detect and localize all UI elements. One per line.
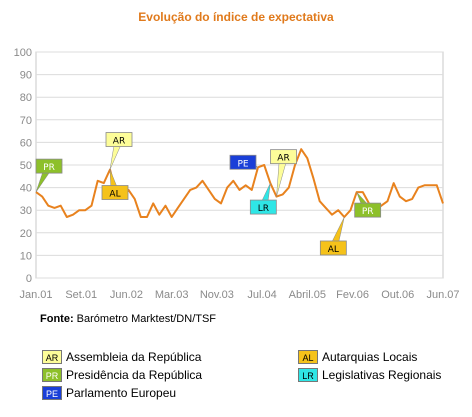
event-marker-pr [35, 158, 63, 174]
x-tick-label: Jun.07 [426, 289, 459, 300]
y-tick-label: 40 [20, 183, 32, 195]
y-tick-label: 90 [20, 70, 32, 82]
legend-swatch-al: AL [298, 349, 318, 364]
event-label-al: AL [109, 190, 120, 200]
x-tick-label: Fev.06 [336, 289, 369, 300]
legend-label-al: Autarquias Locais [322, 349, 418, 364]
y-tick-label: 50 [20, 160, 32, 172]
y-tick-label: 0 [26, 273, 32, 285]
legend-label-pe: Parlamento Europeu [66, 385, 177, 400]
line-chart: 0 10 20 30 40 50 60 70 80 90 100 Jan.01 Set.01 Jun.02… [14, 47, 460, 300]
y-tick-label: 70 [20, 115, 32, 127]
event-marker-pr [354, 202, 382, 218]
source-text: Barómetro Marktest/DN/TSF [76, 313, 217, 325]
event-label-pr: PR [362, 207, 374, 217]
event-label-lr: LR [258, 204, 269, 214]
event-marker-ar [270, 149, 297, 165]
legend-item-pr: PR Presidência da República [42, 367, 202, 383]
legend-item-pe: PE Parlamento Europeu [42, 385, 176, 401]
x-tick-label: Mar.03 [155, 289, 189, 300]
chart-title: Evolução do índice de expectativa [138, 10, 334, 24]
legend-swatch-lr: LR [298, 367, 318, 382]
x-tick-label: Jun.02 [110, 289, 143, 300]
event-marker-al [319, 240, 347, 256]
legend-item-lr: LR Legislativas Regionais [298, 367, 441, 383]
x-tick-label: Abril.05 [289, 289, 326, 300]
legend-label-ar: Assembleia da República [66, 349, 202, 364]
x-tick-label: Nov.03 [200, 289, 234, 300]
x-tick-label: Jan.01 [19, 289, 52, 300]
event-label-ar: AR [113, 137, 125, 147]
x-tick-label: Set.01 [65, 289, 97, 300]
event-marker-ar [105, 132, 133, 147]
x-tick-label: Jul.04 [247, 289, 276, 300]
event-label-al: AL [328, 245, 339, 255]
event-marker-pe [229, 154, 257, 170]
legend-item-al: AL Autarquias Locais [298, 349, 417, 365]
event-label-ar: AR [277, 154, 289, 164]
y-tick-label: 100 [14, 47, 32, 59]
legend-swatch-ar: AR [42, 349, 62, 364]
y-tick-label: 80 [20, 92, 32, 104]
event-marker-al [101, 185, 129, 200]
event-label-pe: PE [237, 159, 248, 169]
event-marker-lr [249, 199, 277, 215]
y-tick-label: 30 [20, 205, 32, 217]
y-tick-label: 10 [20, 250, 32, 262]
y-tick-label: 20 [20, 228, 32, 240]
event-label-pr: PR [43, 163, 55, 173]
source-note: Fonte: Barómetro Marktest/DN/TSF [40, 313, 216, 325]
legend-swatch-pe: PE [42, 385, 62, 400]
y-tick-label: 60 [20, 137, 32, 149]
legend-swatch-pr: PR [42, 367, 62, 382]
source-label: Fonte: [40, 313, 74, 325]
legend-label-pr: Presidência da República [66, 367, 203, 382]
x-tick-label: Out.06 [381, 289, 414, 300]
legend-label-lr: Legislativas Regionais [322, 367, 442, 382]
legend-item-ar: AR Assembleia da República [42, 349, 201, 365]
